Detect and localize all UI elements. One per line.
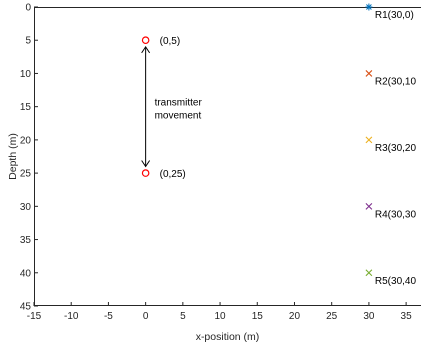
receiver-point-label: R1(30,0) [375, 10, 414, 21]
receiver-point [365, 202, 373, 210]
x-tick-label: 30 [363, 311, 375, 322]
arrow-head-down [141, 160, 151, 168]
x-tick-label: -5 [104, 311, 113, 322]
y-tick-label: 15 [20, 102, 32, 113]
y-axis-label: Depth (m) [7, 133, 19, 180]
x-tick-label: 10 [214, 311, 226, 322]
transmitter-point-label: (0,5) [160, 36, 181, 47]
y-tick-label: 0 [25, 3, 31, 14]
receiver-point [365, 3, 373, 11]
x-tick-label: -10 [64, 311, 79, 322]
receiver-point [365, 70, 373, 77]
receiver-point-label: R2(30,10 [375, 76, 417, 87]
receiver-point-label: R4(30,30 [375, 209, 417, 220]
y-tick-label: 35 [20, 235, 32, 246]
annotations: transmitter movement [141, 45, 203, 168]
annotation-line: movement [155, 111, 202, 122]
x-tick-label: 0 [143, 311, 149, 322]
y-tick-label: 30 [20, 202, 32, 213]
receiver-point-label: R5(30,40 [375, 276, 417, 287]
axis-ticks: -15 -10 -5 0 5 10 15 20 25 30 35 0 5 10 15 20 25 30 35 40 45 [20, 3, 412, 323]
annotation-line: transmitter [155, 98, 203, 109]
x-tick-label: 20 [289, 311, 301, 322]
data-marks: (0,5) (0,25) R1(30,0) R2(30,10 R3(30,20 R4(30… [141, 3, 417, 287]
transmitter-point [141, 36, 150, 45]
x-tick-label: 25 [326, 311, 338, 322]
transmitter-point [141, 169, 150, 177]
y-tick-label: 40 [20, 268, 32, 279]
y-tick-label: 45 [20, 302, 32, 313]
receiver-point [365, 136, 373, 144]
x-tick-label: 5 [180, 311, 186, 322]
arrow-head-up [141, 45, 151, 54]
plot-area [34, 7, 421, 306]
y-tick-label: 25 [20, 169, 32, 180]
x-tick-label: -15 [27, 311, 42, 322]
y-tick-label: 10 [20, 69, 32, 80]
receiver-point [365, 269, 373, 277]
receiver-point-label: R3(30,20 [375, 143, 417, 154]
transmitter-movement-label: transmitter movement [155, 98, 203, 122]
x-tick-label: 35 [401, 311, 413, 322]
y-tick-label: 20 [20, 135, 32, 146]
y-tick-label: 5 [25, 36, 31, 47]
x-axis-label: x-position (m) [196, 331, 260, 343]
x-tick-label: 15 [252, 311, 264, 322]
transmitter-point-label: (0,25) [160, 169, 186, 180]
